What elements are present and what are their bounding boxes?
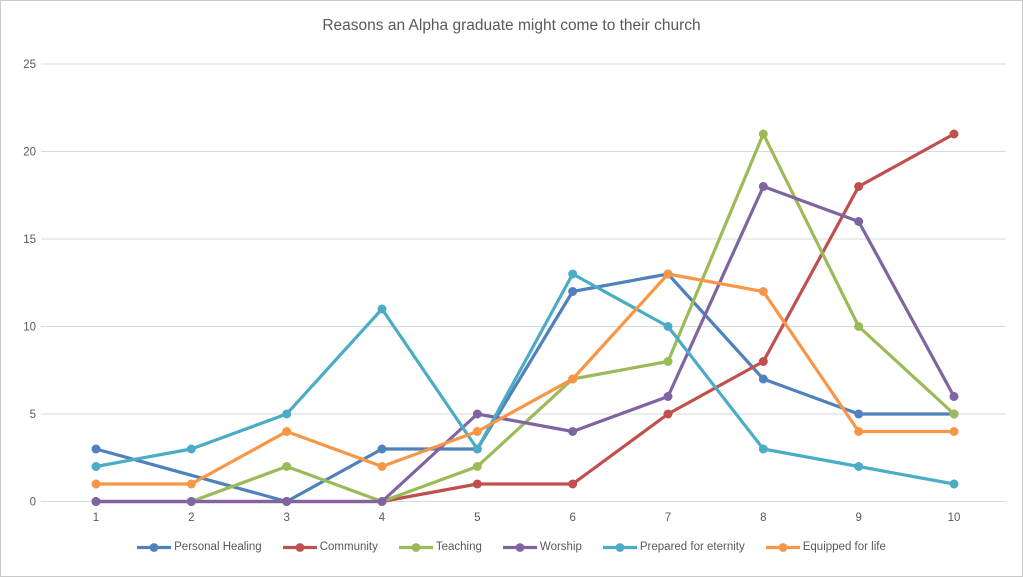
data-point-prepared-for-eternity [663,322,673,331]
legend-label-teaching: Teaching [435,541,482,553]
data-point-equipped-for-life [758,287,768,296]
data-point-community [758,357,768,366]
series-community [91,129,959,506]
data-point-prepared-for-eternity [186,444,196,454]
legend-label-worship: Worship [539,541,582,553]
legend-item-personal-healing: Personal Healing [137,541,262,553]
x-tick-label-6: 6 [569,512,575,524]
y-axis-labels: 0 5 10 15 20 25 [23,59,36,509]
legend: Personal Healing Community Teaching Worship… [1,541,1022,553]
series-teaching [91,129,959,506]
data-point-equipped-for-life [568,374,578,384]
data-point-equipped-for-life [472,427,482,436]
data-point-worship [91,497,101,506]
x-tick-label-4: 4 [379,512,386,524]
y-tick-label-5: 5 [30,409,36,421]
legend-label-personal-healing: Personal Healing [174,541,262,553]
data-point-prepared-for-eternity [91,462,101,471]
data-point-teaching [758,129,768,139]
y-tick-label-25: 25 [23,59,36,71]
data-point-worship [758,182,768,191]
legend-line-marker-icon [765,542,800,552]
data-point-teaching [854,322,864,331]
legend-item-community: Community [282,541,378,553]
legend-line-marker-icon [282,542,317,552]
x-tick-label-1: 1 [93,512,99,524]
x-axis-labels: 1 2 3 4 5 6 7 8 9 10 [93,512,961,524]
data-point-equipped-for-life [377,462,387,471]
data-point-teaching [663,357,673,366]
data-point-worship [854,217,864,226]
data-point-personal-healing [377,444,387,454]
data-point-equipped-for-life [186,479,196,489]
data-point-community [472,479,482,489]
series-line-community [94,132,956,504]
x-tick-label-7: 7 [665,512,671,524]
data-point-prepared-for-eternity [758,444,768,454]
chart-title: Reasons an Alpha graduate might come to … [322,17,701,34]
data-point-equipped-for-life [854,427,864,436]
x-tick-label-10: 10 [948,512,961,524]
data-point-teaching [472,462,482,471]
data-point-worship [949,392,959,401]
data-point-worship [663,392,673,401]
series-line-teaching [94,132,956,504]
data-point-prepared-for-eternity [854,462,864,471]
series-equipped-for-life [91,269,959,489]
x-tick-label-9: 9 [855,512,861,524]
legend-label-prepared-for-eternity: Prepared for eternity [639,541,745,553]
data-point-worship [472,409,482,419]
y-tick-label-0: 0 [30,497,36,509]
data-point-equipped-for-life [282,427,292,436]
y-tick-label-20: 20 [23,147,36,159]
legend-label-equipped-for-life: Equipped for life [802,541,886,553]
data-point-equipped-for-life [949,427,959,436]
data-point-worship [282,497,292,506]
data-point-personal-healing [568,287,578,296]
data-point-equipped-for-life [663,269,673,279]
data-point-prepared-for-eternity [949,479,959,489]
data-point-prepared-for-eternity [472,444,482,454]
data-point-worship [568,427,578,436]
data-point-community [568,479,578,489]
legend-label-community: Community [319,541,378,553]
gridlines [41,63,1006,502]
series-line-worship [94,184,956,504]
data-point-worship [186,497,196,506]
x-tick-label-3: 3 [283,512,289,524]
legend-line-marker-icon [398,542,433,552]
data-point-personal-healing [758,374,768,384]
legend-line-marker-icon [602,542,637,552]
series-worship [91,182,959,506]
data-point-community [663,409,673,419]
y-tick-label-15: 15 [23,234,36,246]
series-prepared-for-eternity [91,269,959,489]
series-line-prepared-for-eternity [94,272,956,486]
data-point-personal-healing [91,444,101,454]
legend-item-worship: Worship [502,541,582,553]
legend-line-marker-icon [502,542,537,552]
data-point-teaching [282,462,292,471]
legend-item-prepared-for-eternity: Prepared for eternity [602,541,745,553]
data-point-prepared-for-eternity [282,409,292,419]
x-tick-label-2: 2 [188,512,194,524]
data-point-community [949,129,959,139]
data-point-worship [377,497,387,506]
x-tick-label-8: 8 [760,512,766,524]
legend-item-teaching: Teaching [398,541,482,553]
legend-line-marker-icon [137,542,172,552]
data-point-personal-healing [854,409,864,419]
series-line-equipped-for-life [94,272,956,486]
legend-item-equipped-for-life: Equipped for life [765,541,886,553]
x-tick-label-5: 5 [474,512,480,524]
data-point-prepared-for-eternity [377,304,387,314]
y-tick-label-10: 10 [23,322,36,334]
data-point-teaching [949,409,959,419]
data-point-community [854,182,864,191]
data-point-prepared-for-eternity [568,269,578,279]
data-point-equipped-for-life [91,479,101,489]
